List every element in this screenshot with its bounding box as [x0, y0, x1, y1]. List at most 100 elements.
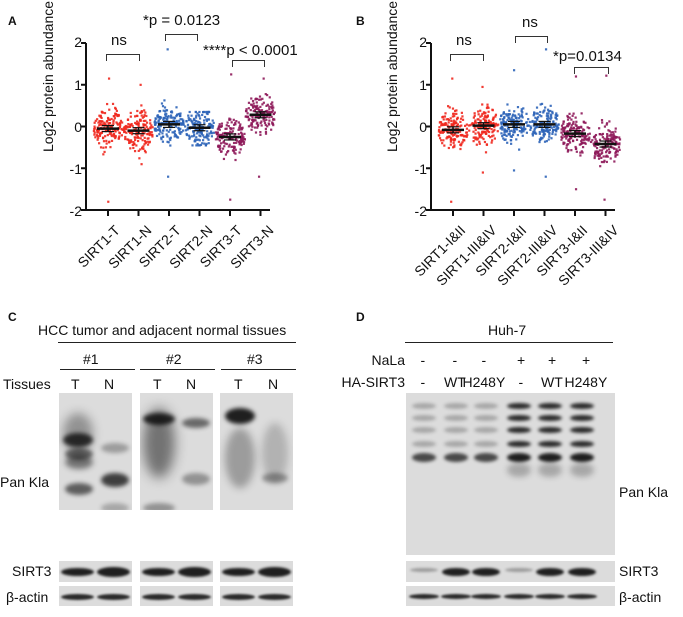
blot-band — [538, 415, 562, 421]
blot-band — [412, 427, 436, 433]
ha-sirt3-value: - — [518, 374, 524, 390]
stat-ns-sirt1-b: ns — [456, 32, 472, 49]
stat-p-sirt3: ****p < 0.0001 — [203, 42, 298, 59]
blot-band — [178, 567, 211, 577]
blot-band — [182, 418, 210, 428]
group-label-2: #2 — [166, 351, 182, 367]
lane-label: N — [268, 376, 279, 392]
lane-label: N — [104, 376, 115, 392]
scatter-plot-a — [81, 42, 276, 216]
blot-band — [258, 594, 291, 600]
nala-value: + — [548, 352, 557, 368]
group-underline-3 — [221, 369, 296, 370]
blot-band — [143, 413, 175, 425]
panel-c-title: HCC tumor and adjacent normal tissues — [38, 322, 287, 338]
blot-band — [412, 453, 436, 462]
blot-band — [444, 453, 468, 462]
y-tick-b-0: 0 — [419, 119, 427, 135]
blot-label-pankla-c: Pan Kla — [0, 474, 50, 490]
y-tick-a-1: 1 — [74, 77, 82, 93]
blot-band — [65, 455, 93, 469]
nala-value: - — [481, 352, 487, 368]
y-tick-b-1: 1 — [419, 77, 427, 93]
blot-band — [101, 473, 129, 487]
blot-band — [536, 568, 564, 576]
y-tick-b-m2: -2 — [414, 203, 427, 219]
blot-band — [535, 594, 565, 599]
blot-band — [507, 415, 531, 421]
stat-p-sirt2: *p = 0.0123 — [143, 12, 221, 29]
blot-band — [474, 403, 498, 409]
blot-band — [262, 423, 288, 483]
blot-band — [570, 427, 594, 433]
blot-band — [442, 568, 470, 576]
group-label-1: #1 — [83, 351, 99, 367]
blot-band — [507, 403, 531, 409]
blot-band — [538, 463, 562, 477]
blot-pankla-d — [406, 393, 615, 555]
blot-band — [262, 473, 288, 483]
y-tick-a-2: 2 — [74, 34, 82, 50]
blot-band — [538, 453, 562, 462]
blot-band — [538, 403, 562, 409]
title-underline — [58, 342, 296, 343]
blot-band — [142, 568, 175, 576]
blot-band — [97, 567, 130, 577]
blot-band — [504, 594, 534, 599]
y-tick-b-m1: -1 — [414, 161, 427, 177]
blot-band — [570, 441, 594, 447]
blot-band — [474, 415, 498, 421]
blot-band — [507, 427, 531, 433]
blot-band — [568, 568, 596, 576]
blot-band — [441, 594, 471, 599]
blot-band — [142, 594, 175, 600]
blot-label-sirt3-c: SIRT3 — [12, 563, 52, 579]
scatter-plot-b — [426, 42, 622, 216]
blot-actin-c-1 — [59, 586, 132, 606]
blot-band — [143, 503, 175, 510]
blot-pankla-c-2 — [140, 393, 213, 510]
blot-band — [570, 463, 594, 477]
blot-band — [412, 403, 436, 409]
row-label-tissues: Tissues — [3, 376, 51, 392]
blot-band — [471, 594, 501, 599]
blot-band — [222, 568, 255, 576]
blot-band — [61, 568, 94, 576]
y-axis-label-b: Log2 protein abundance — [384, 0, 400, 152]
lane-label: T — [153, 376, 162, 392]
blot-band — [474, 453, 498, 462]
blot-band — [507, 453, 531, 462]
blot-band — [97, 594, 130, 600]
blot-label-actin-d: β-actin — [619, 589, 662, 605]
blot-pankla-c-3 — [220, 393, 293, 510]
blot-band — [65, 483, 93, 495]
lane-label: T — [234, 376, 243, 392]
bracket-sirt3 — [232, 60, 265, 67]
lane-label: T — [71, 376, 80, 392]
blot-band — [474, 427, 498, 433]
blot-band — [444, 441, 468, 447]
y-tick-a-m1: -1 — [69, 161, 82, 177]
ha-sirt3-value: WT — [541, 374, 563, 390]
blot-band — [570, 453, 594, 462]
ha-sirt3-value: WT — [444, 374, 466, 390]
blot-sirt3-c-1 — [59, 561, 132, 582]
nala-value: - — [452, 352, 458, 368]
panel-letter-b: B — [356, 14, 365, 28]
group-label-3: #3 — [247, 351, 263, 367]
y-axis-label-a: Log2 protein abundance — [40, 0, 56, 152]
y-tick-a-0: 0 — [74, 119, 82, 135]
blot-band — [507, 441, 531, 447]
blot-sirt3-c-3 — [220, 561, 293, 582]
blot-actin-d — [406, 586, 615, 606]
blot-label-sirt3-d: SIRT3 — [619, 563, 659, 579]
blot-band — [444, 403, 468, 409]
blot-band — [444, 427, 468, 433]
blot-pankla-c-1 — [59, 393, 132, 510]
blot-sirt3-d — [406, 561, 615, 582]
panel-letter-a: A — [8, 14, 17, 28]
bracket-sirt2 — [165, 34, 198, 41]
blot-band — [538, 427, 562, 433]
bracket-sirt1 — [106, 54, 140, 61]
blot-band — [61, 594, 94, 600]
